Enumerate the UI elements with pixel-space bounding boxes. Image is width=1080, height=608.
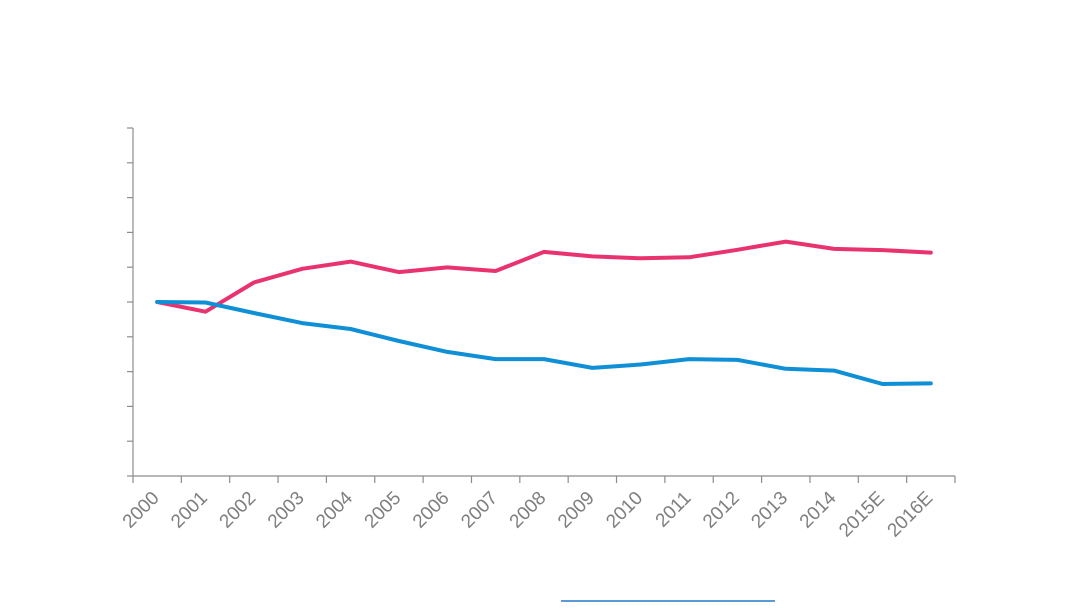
x-tick-label: 2006 <box>409 488 454 533</box>
x-tick-label: 2001 <box>167 488 212 533</box>
series-line-1 <box>155 239 933 314</box>
x-tick-label: 2007 <box>457 488 502 533</box>
series-line-2 <box>155 300 933 386</box>
x-tick-label: 2013 <box>747 488 792 533</box>
x-tick-label: 2000 <box>119 488 164 533</box>
x-tick-label: 2016E <box>884 488 938 542</box>
x-axis-ticks <box>132 476 956 483</box>
x-tick-label: 2004 <box>312 487 357 532</box>
x-tick-label: 2012 <box>699 488 744 533</box>
x-tick-label: 2010 <box>602 488 647 533</box>
x-tick-label: 2002 <box>216 488 261 533</box>
series-lines <box>155 239 933 386</box>
x-tick-label: 2009 <box>554 488 599 533</box>
x-tick-label: 2015E <box>835 488 889 542</box>
x-tick-label: 2003 <box>264 488 309 533</box>
x-tick-label: 2005 <box>361 488 406 533</box>
x-axis-tick-labels: 2000 2001 2002 2003 2004 2005 2006 2007 2008 2009… <box>119 487 937 541</box>
x-tick-label: 2008 <box>506 488 551 533</box>
x-tick-label: 2011 <box>652 488 696 532</box>
x-tick-label: 2014 <box>796 487 841 532</box>
y-axis-ticks <box>127 127 133 477</box>
